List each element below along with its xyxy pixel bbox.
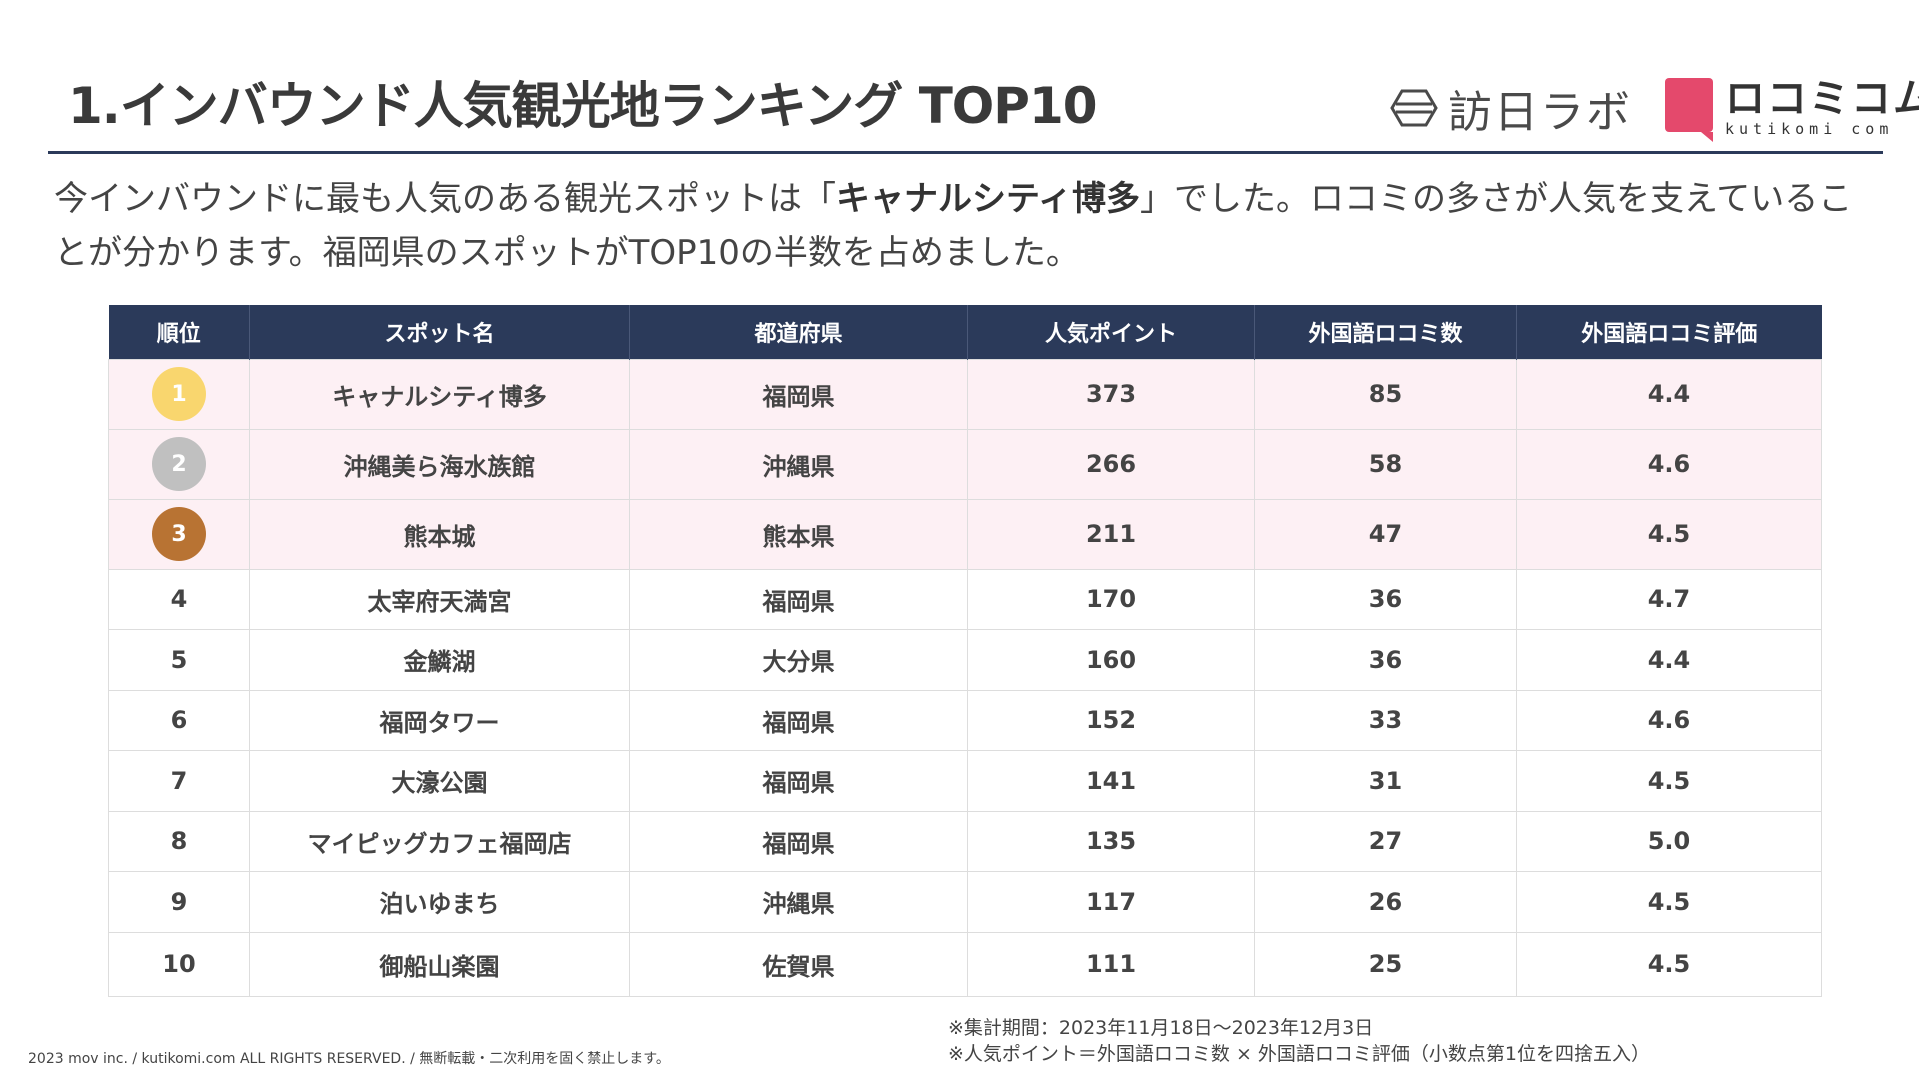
spot-cell: キャナルシティ博多 [249,358,630,430]
table-row: 3 熊本城 熊本県 211 47 4.5 [108,498,1822,570]
points-cell: 266 [967,428,1255,500]
gold-medal-icon: 1 [152,367,206,421]
hexagon-logo-icon [1390,89,1438,127]
review-count-cell: 27 [1254,810,1517,872]
prefecture-cell: 佐賀県 [629,931,968,997]
table-row: 6 福岡タワー 福岡県 152 33 4.6 [108,689,1822,751]
points-cell: 152 [967,689,1255,751]
spot-cell: 大濠公園 [249,750,630,812]
review-rating-cell: 4.5 [1516,871,1822,933]
points-cell: 211 [967,498,1255,570]
title-divider [48,151,1883,154]
review-rating-cell: 4.5 [1516,498,1822,570]
prefecture-cell: 福岡県 [629,750,968,812]
prefecture-cell: 福岡県 [629,810,968,872]
ranking-table: 順位 スポット名 都道府県 人気ポイント 外国語ロコミ数 外国語ロコミ評価 1 … [108,305,1822,997]
review-count-cell: 25 [1254,931,1517,997]
rank-cell: 9 [108,871,250,933]
column-header-points: 人気ポイント [967,305,1255,359]
rank-cell: 5 [108,629,250,691]
prefecture-cell: 大分県 [629,629,968,691]
points-cell: 170 [967,568,1255,630]
table-row: 2 沖縄美ら海水族館 沖縄県 266 58 4.6 [108,428,1822,500]
points-cell: 160 [967,629,1255,691]
review-count-cell: 36 [1254,629,1517,691]
kutikomi-logo-en: kutikomi com [1725,120,1894,138]
points-cell: 117 [967,871,1255,933]
prefecture-cell: 福岡県 [629,358,968,430]
prefecture-cell: 沖縄県 [629,871,968,933]
honichi-lab-logo-text: 訪日ラボ [1448,87,1632,138]
silver-medal-icon: 2 [152,437,206,491]
review-rating-cell: 4.4 [1516,358,1822,430]
rank-cell: 8 [108,810,250,872]
page-title: 1.インバウンド人気観光地ランキング TOP10 [68,77,1098,135]
lead-text-1: 今インバウンドに最も人気のある観光スポットは「 [54,179,836,219]
prefecture-cell: 福岡県 [629,568,968,630]
column-header-prefecture: 都道府県 [629,305,968,359]
rank-cell: 3 [108,498,250,570]
review-count-cell: 85 [1254,358,1517,430]
review-rating-cell: 4.6 [1516,689,1822,751]
column-header-review-count: 外国語ロコミ数 [1254,305,1517,359]
spot-cell: 太宰府天満宮 [249,568,630,630]
spot-cell: マイピッグカフェ福岡店 [249,810,630,872]
spot-cell: 福岡タワー [249,689,630,751]
lead-highlight: キャナルシティ博多 [836,179,1140,219]
review-count-cell: 31 [1254,750,1517,812]
table-row: 9 泊いゆまち 沖縄県 117 26 4.5 [108,871,1822,933]
column-header-review-rating: 外国語ロコミ評価 [1516,305,1822,359]
points-cell: 373 [967,358,1255,430]
review-count-cell: 47 [1254,498,1517,570]
review-count-cell: 36 [1254,568,1517,630]
table-row: 5 金鱗湖 大分県 160 36 4.4 [108,629,1822,691]
review-rating-cell: 4.7 [1516,568,1822,630]
rank-cell: 7 [108,750,250,812]
review-count-cell: 33 [1254,689,1517,751]
rank-cell: 6 [108,689,250,751]
review-rating-cell: 5.0 [1516,810,1822,872]
review-rating-cell: 4.4 [1516,629,1822,691]
column-header-spot: スポット名 [249,305,630,359]
lead-text-2: 」でした。ロコミの多さが人気を支えていることが分かります。福岡県のスポットがTO… [54,179,1853,273]
review-count-cell: 58 [1254,428,1517,500]
table-row: 1 キャナルシティ博多 福岡県 373 85 4.4 [108,358,1822,430]
prefecture-cell: 沖縄県 [629,428,968,500]
kutikomi-logo: ロコミコム kutikomi com [1665,76,1919,142]
rank-cell: 2 [108,428,250,500]
column-header-rank: 順位 [108,305,250,359]
footnote-formula: ※人気ポイント＝外国語ロコミ数 × 外国語ロコミ評価（小数点第1位を四捨五入） [948,1043,1651,1065]
spot-cell: 熊本城 [249,498,630,570]
review-rating-cell: 4.5 [1516,931,1822,997]
rank-cell: 4 [108,568,250,630]
table-row: 10 御船山楽園 佐賀県 111 25 4.5 [108,931,1822,997]
spot-cell: 金鱗湖 [249,629,630,691]
kutikomi-logo-jp: ロコミコム [1725,76,1919,122]
lead-paragraph: 今インバウンドに最も人気のある観光スポットは「キャナルシティ博多」でした。ロコミ… [54,172,1874,280]
spot-cell: 沖縄美ら海水族館 [249,428,630,500]
points-cell: 141 [967,750,1255,812]
prefecture-cell: 福岡県 [629,689,968,751]
rank-cell: 10 [108,931,250,997]
spot-cell: 御船山楽園 [249,931,630,997]
copyright-footer: 2023 mov inc. / kutikomi.com ALL RIGHTS … [28,1051,670,1067]
table-row: 4 太宰府天満宮 福岡県 170 36 4.7 [108,568,1822,630]
rank-cell: 1 [108,358,250,430]
points-cell: 111 [967,931,1255,997]
review-count-cell: 26 [1254,871,1517,933]
table-row: 7 大濠公園 福岡県 141 31 4.5 [108,750,1822,812]
review-rating-cell: 4.5 [1516,750,1822,812]
table-header-row: 順位 スポット名 都道府県 人気ポイント 外国語ロコミ数 外国語ロコミ評価 [108,305,1822,359]
prefecture-cell: 熊本県 [629,498,968,570]
honichi-lab-logo: 訪日ラボ [1390,80,1632,138]
footnotes: ※集計期間：2023年11月18日〜2023年12月3日 ※人気ポイント＝外国語… [948,1015,1650,1067]
review-rating-cell: 4.6 [1516,428,1822,500]
points-cell: 135 [967,810,1255,872]
bronze-medal-icon: 3 [152,507,206,561]
table-row: 8 マイピッグカフェ福岡店 福岡県 135 27 5.0 [108,810,1822,872]
spot-cell: 泊いゆまち [249,871,630,933]
footnote-period: ※集計期間：2023年11月18日〜2023年12月3日 [948,1017,1374,1039]
speech-bubble-icon [1665,78,1713,142]
